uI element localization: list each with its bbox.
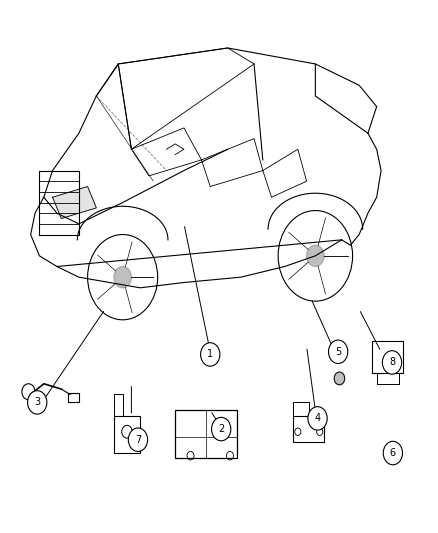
Circle shape	[334, 372, 345, 385]
Text: 7: 7	[135, 435, 141, 445]
Text: 8: 8	[389, 358, 395, 367]
Bar	[114, 416, 140, 453]
Circle shape	[128, 428, 148, 451]
Bar	[293, 416, 324, 442]
Text: 5: 5	[335, 347, 341, 357]
Text: 1: 1	[207, 350, 213, 359]
Circle shape	[212, 417, 231, 441]
Text: 4: 4	[314, 414, 321, 423]
Bar	[114, 394, 123, 416]
Bar	[293, 402, 309, 416]
Polygon shape	[53, 187, 96, 219]
Circle shape	[201, 343, 220, 366]
Text: 3: 3	[34, 398, 40, 407]
Circle shape	[308, 407, 327, 430]
Bar	[175, 410, 237, 458]
Circle shape	[28, 391, 47, 414]
Bar	[68, 393, 79, 402]
Circle shape	[383, 441, 403, 465]
Circle shape	[328, 340, 348, 364]
Circle shape	[382, 351, 402, 374]
Text: 6: 6	[390, 448, 396, 458]
Circle shape	[114, 266, 131, 288]
Circle shape	[307, 245, 324, 266]
Text: 2: 2	[218, 424, 224, 434]
Bar	[372, 341, 403, 373]
Circle shape	[388, 442, 396, 453]
